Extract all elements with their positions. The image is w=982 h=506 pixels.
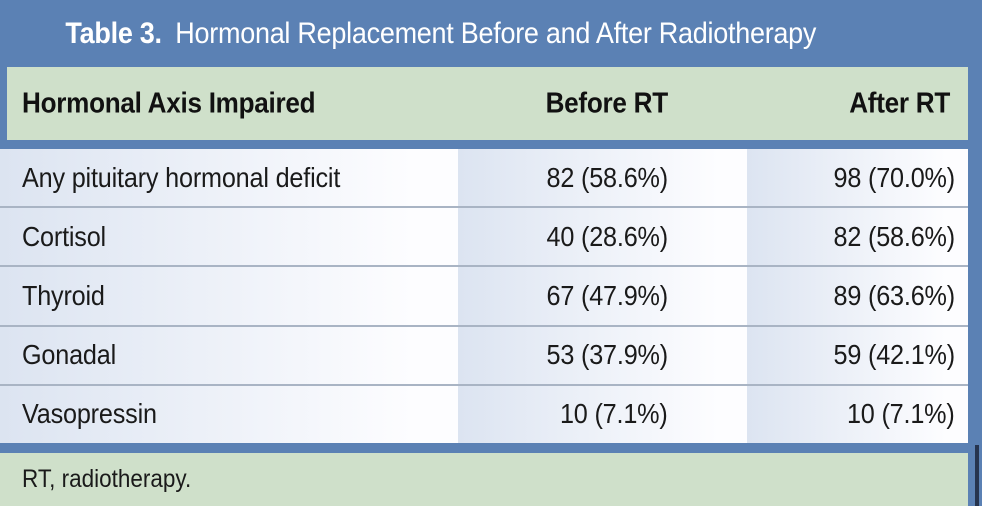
row-label-cell: Cortisol bbox=[0, 208, 458, 266]
column-header-axis: Hormonal Axis Impaired bbox=[22, 87, 316, 119]
table-row: Thyroid 67 (47.9%) 89 (63.6%) bbox=[0, 265, 968, 325]
table-title: Hormonal Replacement Before and After Ra… bbox=[175, 16, 817, 50]
after-rt-cell: 98 (70.0%) bbox=[747, 149, 968, 207]
table-number: Table 3. bbox=[65, 16, 162, 50]
after-rt-cell: 82 (58.6%) bbox=[747, 208, 968, 266]
page-column-rule bbox=[975, 445, 979, 506]
left-border-sliver bbox=[0, 67, 7, 140]
table-row: Gonadal 53 (37.9%) 59 (42.1%) bbox=[0, 324, 968, 384]
separator-bar-bottom bbox=[0, 443, 982, 453]
row-label-cell: Vasopressin bbox=[0, 385, 458, 444]
separator-bar-top bbox=[0, 140, 982, 149]
table-footnote: RT, radiotherapy. bbox=[22, 465, 192, 493]
before-rt-cell: 53 (37.9%) bbox=[458, 326, 747, 384]
after-rt-cell: 89 (63.6%) bbox=[747, 267, 968, 325]
after-rt-cell: 59 (42.1%) bbox=[747, 326, 968, 384]
table-row: Any pituitary hormonal deficit 82 (58.6%… bbox=[0, 149, 968, 207]
table-row: Vasopressin 10 (7.1%) 10 (7.1%) bbox=[0, 383, 968, 444]
before-rt-cell: 82 (58.6%) bbox=[458, 149, 747, 207]
before-rt-cell: 10 (7.1%) bbox=[458, 385, 747, 444]
table-body: Any pituitary hormonal deficit 82 (58.6%… bbox=[0, 149, 968, 444]
column-header-after-rt: After RT bbox=[849, 87, 950, 119]
row-label-cell: Gonadal bbox=[0, 326, 458, 384]
table-right-border bbox=[968, 0, 982, 506]
table-footnote-band: RT, radiotherapy. bbox=[0, 453, 982, 506]
before-rt-cell: 40 (28.6%) bbox=[458, 208, 747, 266]
table-title-bar: Table 3. Hormonal Replacement Before and … bbox=[0, 0, 982, 67]
table-row: Cortisol 40 (28.6%) 82 (58.6%) bbox=[0, 206, 968, 266]
after-rt-cell: 10 (7.1%) bbox=[747, 385, 968, 444]
row-label-cell: Any pituitary hormonal deficit bbox=[0, 149, 458, 207]
row-label-cell: Thyroid bbox=[0, 267, 458, 325]
before-rt-cell: 67 (47.9%) bbox=[458, 267, 747, 325]
column-header-before-rt: Before RT bbox=[545, 87, 669, 119]
table-header-row: Hormonal Axis Impaired Before RT After R… bbox=[0, 67, 982, 140]
